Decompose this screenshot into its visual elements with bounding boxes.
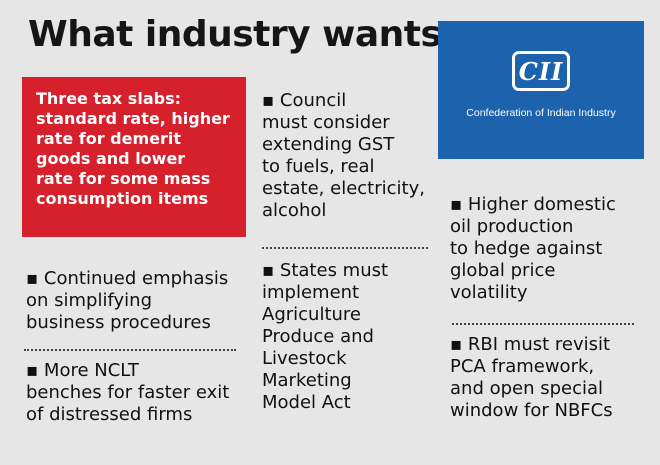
item-states-marketing-act: ▪ States must implement Agriculture Prod… bbox=[262, 260, 389, 413]
cii-logo-mark: CII bbox=[512, 51, 570, 91]
cii-logo: CII Confederation of Indian Industry bbox=[438, 21, 644, 159]
item-simplifying-procedures: ▪ Continued emphasis on simplifying busi… bbox=[26, 268, 229, 333]
item-rbi-pca: ▪ RBI must revisit PCA framework, and op… bbox=[450, 334, 613, 421]
divider-right bbox=[452, 323, 634, 325]
divider-middle bbox=[262, 247, 428, 249]
divider-left bbox=[24, 349, 236, 351]
highlight-text: Three tax slabs: standard rate, higher r… bbox=[36, 89, 230, 208]
item-oil-production: ▪ Higher domestic oil production to hedg… bbox=[450, 194, 616, 303]
item-nclt-benches: ▪ More NCLT benches for faster exit of d… bbox=[26, 360, 230, 425]
highlight-box: Three tax slabs: standard rate, higher r… bbox=[22, 77, 246, 237]
cii-logo-letters: CII bbox=[518, 57, 564, 86]
item-gst-extension: ▪ Council must consider extending GST to… bbox=[262, 90, 425, 221]
cii-logo-subtitle: Confederation of Indian Industry bbox=[466, 107, 616, 119]
page-title: What industry wants bbox=[28, 14, 442, 55]
